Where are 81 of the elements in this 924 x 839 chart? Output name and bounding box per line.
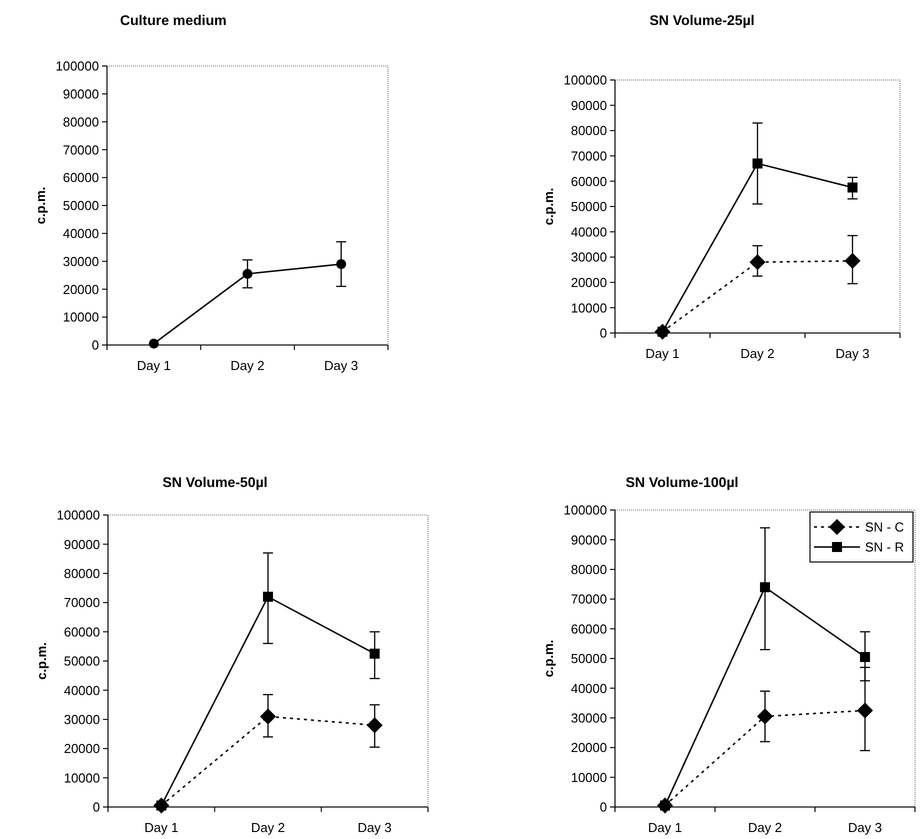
y-tick-label: 30000 xyxy=(64,712,100,727)
y-tick-label: 40000 xyxy=(64,682,100,698)
y-tick-label: 50000 xyxy=(64,654,100,669)
point xyxy=(844,252,860,269)
y-tick-label: 70000 xyxy=(64,595,100,610)
y-tick-label: 10000 xyxy=(64,770,100,786)
y-axis-title: c.p.m. xyxy=(541,188,556,226)
y-tick-label: 20000 xyxy=(570,274,607,290)
point xyxy=(750,254,766,270)
x-tick-label: Day 1 xyxy=(136,358,171,373)
y-tick-label: 60000 xyxy=(62,170,99,186)
point xyxy=(263,592,273,602)
y-tick-label: 80000 xyxy=(570,123,607,138)
x-tick-label: Day 2 xyxy=(740,346,774,361)
x-tick-label: Day 1 xyxy=(144,820,178,835)
y-tick-label: 10000 xyxy=(570,300,607,316)
x-tick-label: Day 2 xyxy=(251,820,285,835)
point xyxy=(760,582,770,592)
y-tick-label: 100000 xyxy=(56,508,100,523)
y-tick-label: 80000 xyxy=(64,566,100,581)
y-tick-label: 30000 xyxy=(570,710,607,726)
y-tick-label: 20000 xyxy=(62,282,99,297)
point xyxy=(860,652,870,662)
y-tick-label: 10000 xyxy=(62,310,99,325)
legend-label: SN - C xyxy=(865,520,904,535)
x-tick-label: Day 3 xyxy=(358,820,392,835)
y-tick-label: 0 xyxy=(600,800,607,815)
y-axis-title: c.p.m. xyxy=(541,640,556,678)
chart-title: Culture medium xyxy=(120,12,227,28)
x-tick-label: Day 3 xyxy=(848,820,882,835)
point xyxy=(848,182,858,193)
y-tick-label: 90000 xyxy=(62,86,99,102)
y-tick-label: 100000 xyxy=(564,502,607,518)
point xyxy=(260,708,276,724)
x-tick-label: Day 2 xyxy=(748,820,782,835)
x-tick-label: Day 3 xyxy=(324,358,358,373)
y-tick-label: 30000 xyxy=(570,250,607,265)
x-tick-label: Day 3 xyxy=(836,346,870,361)
y-tick-label: 60000 xyxy=(570,621,607,636)
y-tick-label: 0 xyxy=(600,326,607,341)
y-tick-label: 60000 xyxy=(570,174,607,189)
y-axis-title: c.p.m. xyxy=(34,642,49,680)
y-tick-label: 0 xyxy=(92,338,99,353)
chart-title: SN Volume-50µl xyxy=(162,474,268,490)
point xyxy=(148,338,159,349)
y-tick-label: 50000 xyxy=(570,651,607,666)
point xyxy=(757,708,773,724)
y-tick-label: 90000 xyxy=(570,98,607,113)
y-tick-label: 80000 xyxy=(62,114,99,130)
y-tick-label: 100000 xyxy=(564,72,607,88)
y-tick-label: 40000 xyxy=(570,224,607,240)
point xyxy=(370,648,380,659)
y-tick-label: 30000 xyxy=(62,254,99,269)
y-tick-label: 20000 xyxy=(570,740,607,756)
y-tick-label: 40000 xyxy=(570,680,607,696)
y-tick-label: 10000 xyxy=(570,770,607,785)
y-tick-label: 70000 xyxy=(62,142,99,158)
y-tick-label: 0 xyxy=(92,800,100,815)
y-tick-label: 70000 xyxy=(570,148,607,164)
point xyxy=(752,158,762,168)
point xyxy=(336,259,346,270)
y-tick-label: 50000 xyxy=(62,198,99,214)
x-tick-label: Day 2 xyxy=(230,358,264,373)
y-tick-label: 100000 xyxy=(56,58,99,74)
y-tick-label: 40000 xyxy=(62,226,99,241)
y-tick-label: 90000 xyxy=(570,532,607,548)
y-tick-label: 90000 xyxy=(64,536,100,552)
y-tick-label: 20000 xyxy=(64,741,100,756)
chart-title: SN Volume-100µl xyxy=(626,474,738,490)
y-tick-label: 50000 xyxy=(570,199,607,214)
x-tick-label: Day 1 xyxy=(648,820,682,835)
point xyxy=(366,717,383,734)
y-tick-label: 80000 xyxy=(570,562,607,577)
y-tick-label: 70000 xyxy=(570,592,607,607)
legend-label: SN - R xyxy=(865,540,904,555)
y-axis-title: c.p.m. xyxy=(33,186,48,224)
chart-title: SN Volume-25µl xyxy=(649,12,755,28)
x-tick-label: Day 1 xyxy=(646,346,680,361)
point xyxy=(242,268,252,279)
point xyxy=(857,702,873,718)
y-tick-label: 60000 xyxy=(64,624,100,640)
